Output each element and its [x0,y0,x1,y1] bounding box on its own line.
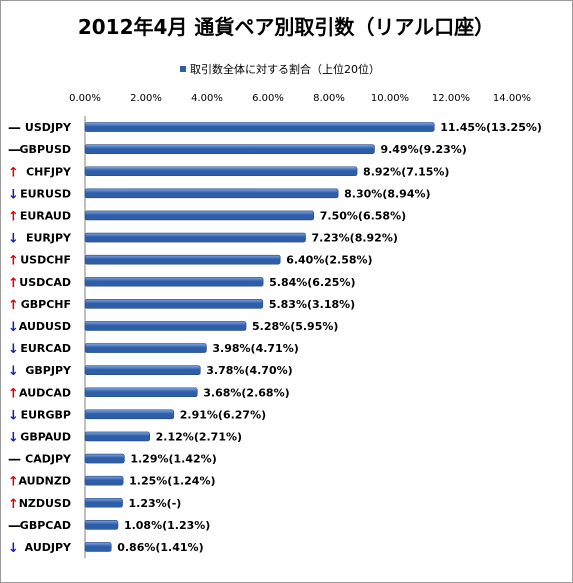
category-label: AUDNZD [18,475,71,488]
trend-down-icon: ↓ [8,232,19,247]
data-label: 7.50%(6.58%) [320,209,406,222]
category-label: NZDUSD [19,497,71,510]
bar [84,144,375,154]
data-label: 1.08%(1.23%) [124,519,210,532]
bar [84,321,247,331]
bar [84,542,112,552]
category-label: GBPUSD [20,143,71,156]
trend-up-icon: ↑ [8,165,19,180]
trend-up-icon: ↑ [8,254,19,269]
category-label: USDCHF [20,254,71,267]
trend-down-icon: ↓ [8,541,19,556]
bar [84,520,119,530]
bar [84,188,339,199]
x-tick-label: 6.00% [252,93,284,104]
trend-down-icon: ↓ [8,430,19,445]
bar [84,365,201,375]
data-label: 5.83%(3.18%) [269,298,355,311]
category-label: USDCAD [19,276,71,289]
category-label: EURAUD [20,209,71,222]
category-label: CHFJPY [26,165,72,178]
data-label: 2.91%(6.27%) [180,408,266,421]
x-tick-label: 14.00% [493,93,531,104]
bar [84,343,207,353]
data-label: 8.92%(7.15%) [363,165,449,178]
category-label: EURJPY [26,232,72,245]
trend-down-icon: ↓ [8,320,19,335]
trend-up-icon: ↑ [8,497,19,512]
data-label: 11.45%(13.25%) [440,121,542,134]
trend-flat-icon: — [8,121,21,136]
data-label: 6.40%(2.58%) [286,254,372,267]
trend-up-icon: ↑ [8,475,19,490]
trend-down-icon: ↓ [8,342,19,357]
bar [84,276,264,287]
bar [84,475,124,486]
trend-flat-icon: — [8,453,21,468]
data-label: 5.84%(6.25%) [269,276,355,289]
bar [84,166,358,177]
category-label: GBPAUD [20,430,71,443]
data-label: 0.86%(1.41%) [117,541,203,554]
bar [84,210,315,221]
legend-swatch [180,66,186,72]
x-tick-label: 0.00% [69,93,101,104]
data-label: 3.68%(2.68%) [203,386,289,399]
category-label: GBPJPY [25,364,72,377]
chart-title: 2012年4月 通貨ペア別取引数（リアル口座） [78,15,494,39]
trend-flat-icon: — [8,519,21,534]
x-tick-label: 2.00% [130,93,162,104]
bar [84,453,125,464]
trend-down-icon: ↓ [8,364,19,379]
category-label: EURUSD [20,187,71,200]
category-label: GBPCHF [21,298,71,311]
data-label: 1.23%(-) [129,497,182,510]
trend-flat-icon: — [8,143,21,158]
bar [84,497,123,508]
data-label: 7.23%(8.92%) [312,232,398,245]
x-tick-label: 8.00% [313,93,345,104]
x-tick-label: 12.00% [432,93,470,104]
category-label: USDJPY [25,121,72,134]
data-label: 8.30%(8.94%) [344,187,430,200]
category-label: AUDJPY [25,541,72,554]
trend-up-icon: ↑ [8,386,19,401]
trend-up-icon: ↑ [8,276,19,291]
data-label: 1.25%(1.24%) [129,475,215,488]
data-label: 3.78%(4.70%) [206,364,292,377]
trend-up-icon: ↑ [8,298,19,313]
data-label: 5.28%(5.95%) [252,320,338,333]
bar [84,122,435,132]
category-label: EURGBP [21,408,71,421]
bar-rows: — USDJPY 11.45%(13.25%)—GBPUSD 9.49%(9.23%)… [8,121,542,556]
category-label: GBPCAD [20,519,71,532]
data-label: 3.98%(4.71%) [212,342,298,355]
bar [84,299,264,309]
legend-label: 取引数全体に対する割合（上位20位） [190,62,380,76]
bar [84,232,306,243]
bar [84,409,175,420]
data-label: 1.29%(1.42%) [130,453,216,466]
trend-up-icon: ↑ [8,209,19,224]
category-label: CADJPY [25,453,72,466]
bar [84,387,198,398]
category-label: AUDUSD [19,320,71,333]
x-axis: 0.00% 2.00% 4.00% 6.00% 8.00% 10.00% 12.00% 14.… [69,93,531,104]
bar [84,431,150,442]
x-tick-label: 10.00% [371,93,409,104]
bar [84,254,281,265]
trend-down-icon: ↓ [8,187,19,202]
data-label: 2.12%(2.71%) [156,430,242,443]
x-tick-label: 4.00% [191,93,223,104]
category-label: AUDCAD [19,386,71,399]
category-label: EURCAD [20,342,71,355]
trend-down-icon: ↓ [8,408,19,423]
data-label: 9.49%(9.23%) [380,143,466,156]
